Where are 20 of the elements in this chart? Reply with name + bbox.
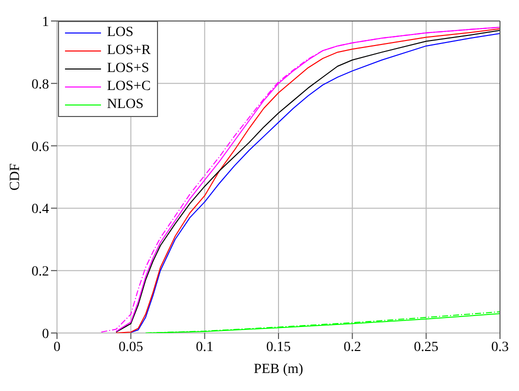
x-tick-label: 0 xyxy=(54,340,60,355)
y-tick-label: 0.8 xyxy=(32,77,49,92)
y-tick-label: 0.6 xyxy=(32,140,49,155)
x-axis-title: PEB (m) xyxy=(254,362,304,377)
y-tick-label: 0.4 xyxy=(32,202,49,218)
y-tick-label: 0 xyxy=(42,326,49,342)
x-tick-label: 0.15 xyxy=(266,340,291,355)
x-tick-label: 0.3 xyxy=(491,340,509,355)
x-tick-label: 0.1 xyxy=(196,340,214,355)
x-tick-label: 0.05 xyxy=(118,340,144,355)
legend-label: LOS+C xyxy=(107,78,151,96)
legend-label: LOS xyxy=(107,24,134,42)
y-tick-label: 0.2 xyxy=(32,264,49,280)
y-axis-title: CDF xyxy=(8,163,23,191)
legend-label: NLOS xyxy=(107,96,144,114)
legend-label: LOS+S xyxy=(107,60,150,78)
x-tick-label: 0.2 xyxy=(344,340,362,355)
x-tick-label: 0.25 xyxy=(414,340,438,355)
legend-label: LOS+R xyxy=(107,42,151,60)
y-tick-label: 1 xyxy=(42,14,49,30)
